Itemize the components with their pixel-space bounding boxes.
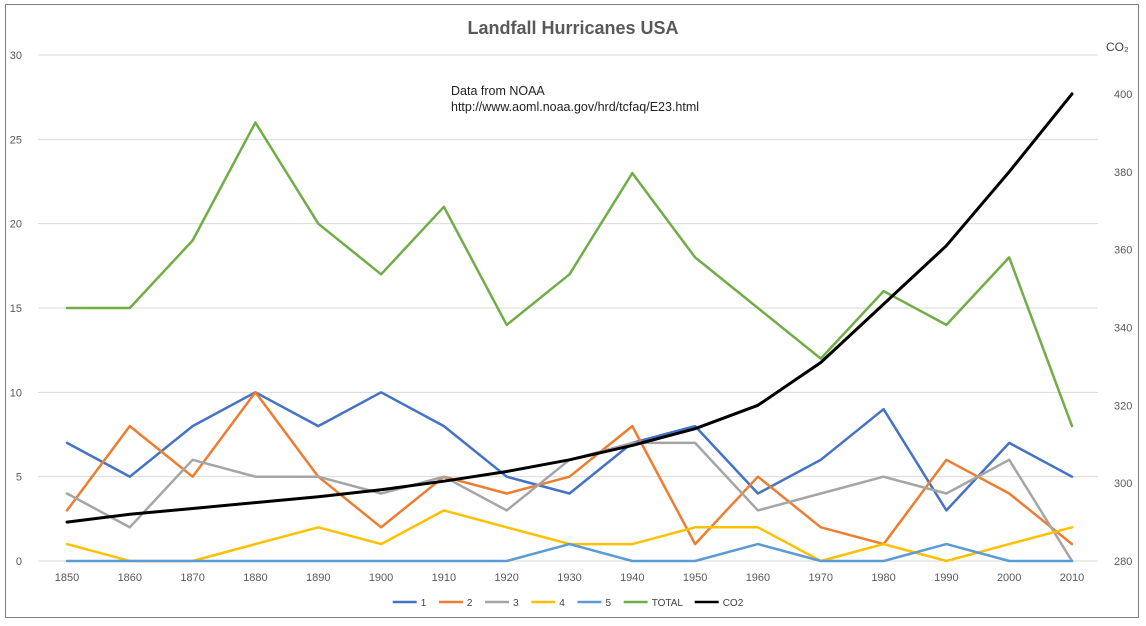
y2-tick-label: 320 [1114, 400, 1132, 412]
y2-tick-label: 380 [1114, 167, 1132, 179]
x-tick-label: 1940 [620, 572, 644, 584]
y2-axis-ticks: 280 300 320 340 360 380 400 [1114, 89, 1132, 568]
x-tick-label: 2000 [997, 572, 1021, 584]
legend-label: 5 [606, 598, 612, 609]
x-tick-label: 1900 [369, 572, 393, 584]
series-line-2 [65, 391, 1074, 546]
x-tick-label: 1910 [432, 572, 456, 584]
legend: 1 2 3 4 5 TOTAL CO2 [392, 598, 744, 609]
x-tick-label: 1860 [118, 572, 142, 584]
y-tick-label: 0 [16, 556, 22, 568]
legend-label: CO2 [723, 598, 744, 609]
y2-tick-label: 400 [1114, 89, 1132, 101]
chart-title: Landfall Hurricanes USA [467, 18, 678, 38]
x-tick-label: 1920 [494, 572, 518, 584]
y2-tick-label: 340 [1114, 322, 1132, 334]
legend-label: 2 [467, 598, 473, 609]
legend-label: 1 [421, 598, 427, 609]
x-tick-label: 2010 [1060, 572, 1084, 584]
source-note-line2: http://www.aoml.noaa.gov/hrd/tcfaq/E23.h… [451, 100, 699, 114]
y2-tick-label: 360 [1114, 245, 1132, 257]
x-tick-label: 1960 [746, 572, 770, 584]
y-tick-label: 5 [16, 472, 22, 484]
series-line-total [65, 121, 1074, 428]
y2-tick-label: 300 [1114, 478, 1132, 490]
y2-axis-title: CO₂ [1106, 40, 1129, 54]
series-line-co2 [65, 92, 1074, 524]
series-line-5 [65, 542, 1074, 563]
chart-frame [5, 4, 1139, 618]
x-tick-label: 1970 [809, 572, 833, 584]
x-axis-ticks: 1850 1860 1870 1880 1890 1900 1910 1920 1930 1940… [55, 572, 1084, 584]
y-tick-label: 10 [10, 387, 22, 399]
x-tick-label: 1890 [306, 572, 330, 584]
y-axis-ticks: 0 5 10 15 20 25 30 [10, 50, 22, 568]
x-tick-label: 1930 [557, 572, 581, 584]
legend-label: TOTAL [652, 598, 684, 609]
x-tick-label: 1980 [871, 572, 895, 584]
y-tick-label: 20 [10, 219, 22, 231]
gridlines [38, 54, 1098, 562]
x-tick-label: 1880 [243, 572, 267, 584]
y-tick-label: 30 [10, 50, 22, 62]
y2-tick-label: 280 [1114, 556, 1132, 568]
x-tick-label: 1850 [55, 572, 79, 584]
series-line-4 [65, 509, 1074, 563]
x-tick-label: 1950 [683, 572, 707, 584]
series-line-1 [65, 391, 1074, 512]
y-tick-label: 25 [10, 134, 22, 146]
legend-label: 3 [513, 598, 519, 609]
legend-label: 4 [559, 598, 565, 609]
source-note-line1: Data from NOAA [451, 84, 545, 98]
y-tick-label: 15 [10, 303, 22, 315]
x-tick-label: 1870 [180, 572, 204, 584]
series-lines [65, 92, 1074, 563]
x-tick-label: 1990 [934, 572, 958, 584]
